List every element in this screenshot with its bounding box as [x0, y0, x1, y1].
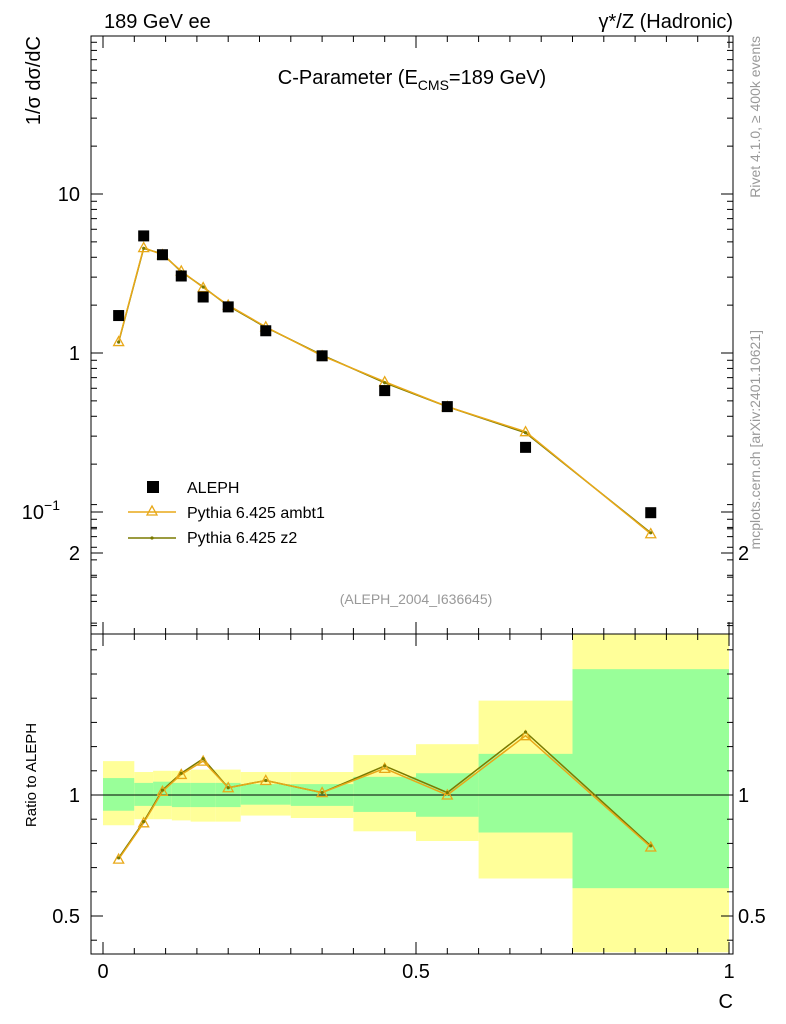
legend-label-ambt1: Pythia 6.425 ambt1: [187, 505, 325, 522]
ambt1-marker: [519, 425, 532, 437]
ambt1-marker: [644, 527, 657, 539]
ratio-z2-marker: [523, 730, 528, 734]
ratio-ambt1-marker: [259, 774, 272, 786]
ambt1-marker: [137, 241, 150, 253]
z2-marker: [383, 381, 387, 385]
z2-marker: [201, 285, 205, 289]
y-tick-label: 10: [58, 184, 80, 206]
ratio-line-1: [118, 734, 652, 860]
aleph-data-point: [645, 507, 657, 519]
ratio-ambt1-marker: [175, 768, 188, 780]
ratio-tick-label-right: 1: [738, 785, 749, 807]
aleph-data-point: [441, 401, 453, 413]
legend-marker-aleph: [147, 481, 159, 493]
main-axis-ticks: [91, 36, 733, 634]
ratio-ambt1-marker: [378, 762, 391, 774]
y-tick-label-base: 10: [22, 502, 44, 524]
aleph-data-point: [520, 441, 532, 453]
x-tick-label: 1: [723, 961, 734, 983]
stat-uncertainty-band: [134, 782, 154, 806]
ratio-z2-marker: [226, 786, 230, 790]
mcplots-label: mcplots.cern.ch [arXiv:2401.10621]: [747, 330, 763, 549]
legend-label-z2: Pythia 6.425 z2: [187, 530, 297, 547]
stat-uncertainty-band: [478, 753, 573, 833]
main-series-group: [112, 230, 657, 539]
header-left-label: 189 GeV ee: [104, 11, 211, 33]
main-panel-background: [91, 36, 733, 634]
ratio-uncertainty-bands: [103, 634, 729, 953]
aleph-data-point: [138, 230, 150, 242]
ratio-z2-marker: [117, 856, 121, 860]
stat-uncertainty-band: [353, 776, 416, 812]
aleph-data-point: [316, 350, 328, 362]
ratio-panel-frame: [90, 633, 734, 955]
analysis-tag: (ALEPH_2004_I636645): [340, 591, 493, 607]
ratio-tick-label-right: 2: [738, 543, 749, 565]
ratio-ambt1-marker: [644, 840, 657, 852]
header-right-label: γ*/Z (Hadronic): [599, 11, 733, 33]
ratio-ambt1-marker: [197, 754, 210, 766]
ratio-tick-label-left: 0.5: [52, 906, 80, 928]
ratio-z2-marker: [445, 790, 449, 795]
x-tick-labels: 0 0.5 1: [97, 961, 734, 983]
ratio-ambt1-marker: [315, 786, 329, 798]
ratio-z2-marker: [649, 844, 653, 848]
ratio-tick-label-left: 1: [69, 785, 80, 807]
aleph-data-point: [113, 310, 125, 322]
legend: ALEPH Pythia 6.425 ambt1 Pythia 6.425 z2: [128, 480, 325, 547]
ratio-ambt1-marker: [519, 729, 532, 741]
aleph-data-point: [260, 325, 272, 337]
ratio-series-group: [112, 729, 657, 864]
z2-marker: [649, 531, 653, 535]
ambt1-marker: [112, 335, 125, 347]
z2-marker: [142, 246, 146, 250]
x-tick-label: 0.5: [402, 961, 430, 983]
stat-uncertainty-band: [103, 778, 135, 811]
y-tick-label: 1: [69, 343, 80, 365]
main-panel: [91, 36, 733, 634]
aleph-data-point: [379, 385, 391, 397]
rivet-version-label: Rivet 4.1.0, ≥ 400k events: [747, 36, 763, 198]
stat-uncertainty-band: [572, 669, 729, 889]
ratio-z2-marker: [160, 788, 165, 792]
ratio-ambt1-marker: [112, 852, 125, 864]
ratio-y-axis-label: Ratio to ALEPH: [23, 723, 40, 827]
ratio-z2-marker: [142, 820, 146, 824]
ratio-z2-marker: [383, 764, 387, 768]
ratio-ambt1-marker: [156, 785, 169, 797]
ratio-ambt1-marker: [222, 781, 235, 793]
ratio-ambt1-marker: [441, 788, 454, 800]
legend-label-aleph: ALEPH: [187, 480, 239, 497]
chart-title: C-Parameter (ECMS=189 GeV): [278, 67, 546, 93]
ratio-z2-marker: [179, 771, 183, 775]
ratio-tick-label-right: 0.5: [738, 906, 766, 928]
aleph-data-point: [197, 291, 209, 303]
y-tick-label: 10−1: [22, 497, 60, 524]
stat-uncertainty-band: [240, 784, 291, 805]
ratio-z2-marker: [320, 790, 324, 795]
ratio-ambt1-marker: [137, 816, 150, 828]
ratio-tick-label-left: 2: [69, 543, 80, 565]
ratio-z2-marker: [201, 757, 205, 761]
z2-marker: [523, 431, 528, 435]
legend-marker-z2: [150, 536, 154, 540]
x-tick-label: 0: [97, 961, 108, 983]
x-axis-label: C: [719, 991, 733, 1013]
aleph-data-point: [175, 270, 187, 282]
y-axis-label: 1/σ dσ/dC: [23, 36, 45, 125]
ratio-tick-labels: 2 2 1 1 0.5 0.5: [52, 543, 766, 928]
ratio-z2-marker: [264, 778, 268, 783]
ratio-axis-ticks: [91, 504, 733, 954]
z2-marker: [117, 340, 121, 344]
aleph-data-point: [156, 249, 168, 261]
y-tick-label-exponent: −1: [44, 497, 60, 513]
legend-marker-ambt1: [145, 504, 159, 516]
aleph-data-point: [222, 301, 234, 313]
